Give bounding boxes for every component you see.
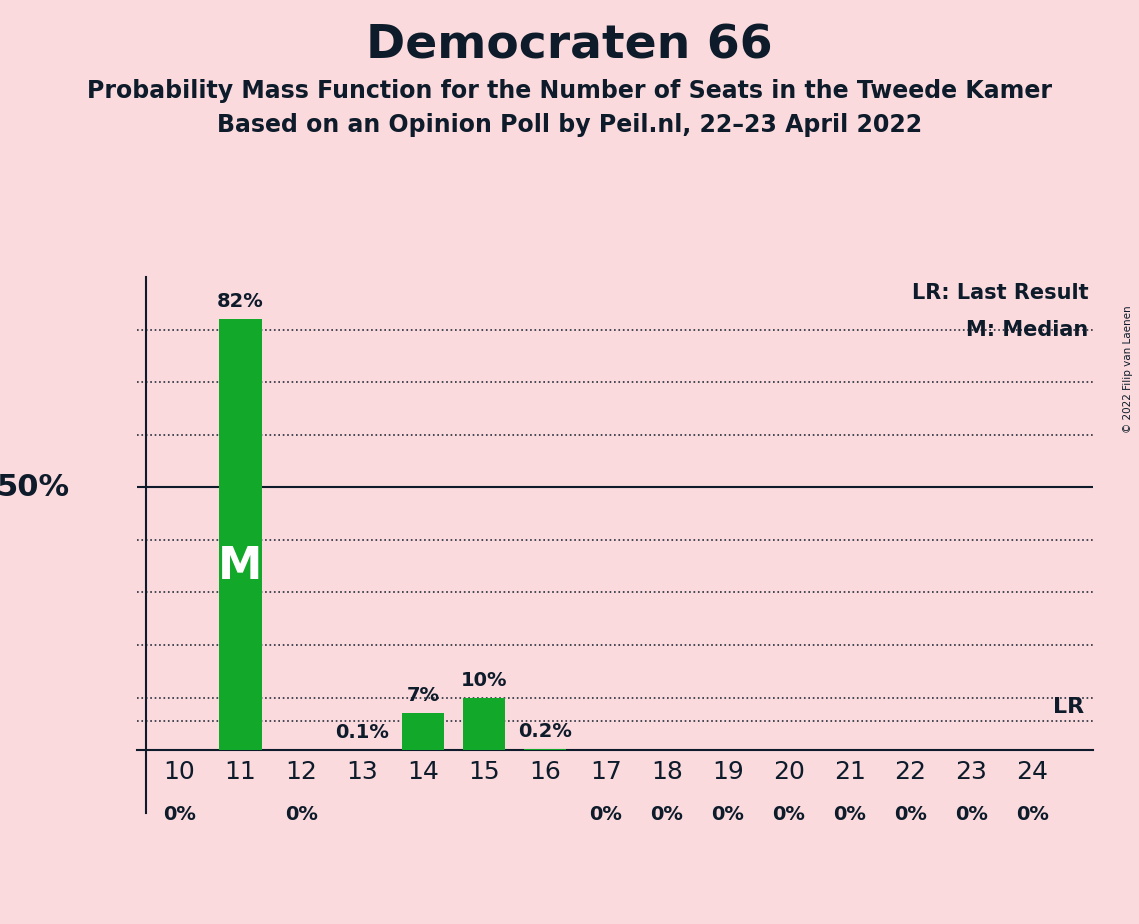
Text: 0%: 0% xyxy=(163,805,196,824)
Text: 82%: 82% xyxy=(216,292,263,311)
Text: 0%: 0% xyxy=(834,805,866,824)
Text: 50%: 50% xyxy=(0,473,69,502)
Text: 0%: 0% xyxy=(1016,805,1049,824)
Text: 0%: 0% xyxy=(772,805,805,824)
Text: 0%: 0% xyxy=(650,805,683,824)
Text: LR: Last Result: LR: Last Result xyxy=(912,283,1089,302)
Text: Probability Mass Function for the Number of Seats in the Tweede Kamer: Probability Mass Function for the Number… xyxy=(87,79,1052,103)
Text: 0.2%: 0.2% xyxy=(518,723,572,741)
Text: 10%: 10% xyxy=(461,671,507,689)
Text: LR: LR xyxy=(1054,697,1084,717)
Text: 0%: 0% xyxy=(712,805,744,824)
Bar xyxy=(402,713,444,750)
Text: M: Median: M: Median xyxy=(966,320,1089,340)
Text: Democraten 66: Democraten 66 xyxy=(366,23,773,68)
Text: 7%: 7% xyxy=(407,687,440,705)
Bar xyxy=(219,319,262,750)
Text: 0%: 0% xyxy=(894,805,927,824)
Text: M: M xyxy=(218,544,262,588)
Text: 0%: 0% xyxy=(956,805,988,824)
Text: 0%: 0% xyxy=(285,805,318,824)
Bar xyxy=(524,749,566,750)
Text: Based on an Opinion Poll by Peil.nl, 22–23 April 2022: Based on an Opinion Poll by Peil.nl, 22–… xyxy=(216,113,923,137)
Text: © 2022 Filip van Laenen: © 2022 Filip van Laenen xyxy=(1123,306,1133,433)
Text: 0.1%: 0.1% xyxy=(335,723,390,742)
Bar xyxy=(462,698,506,750)
Text: 0%: 0% xyxy=(590,805,622,824)
